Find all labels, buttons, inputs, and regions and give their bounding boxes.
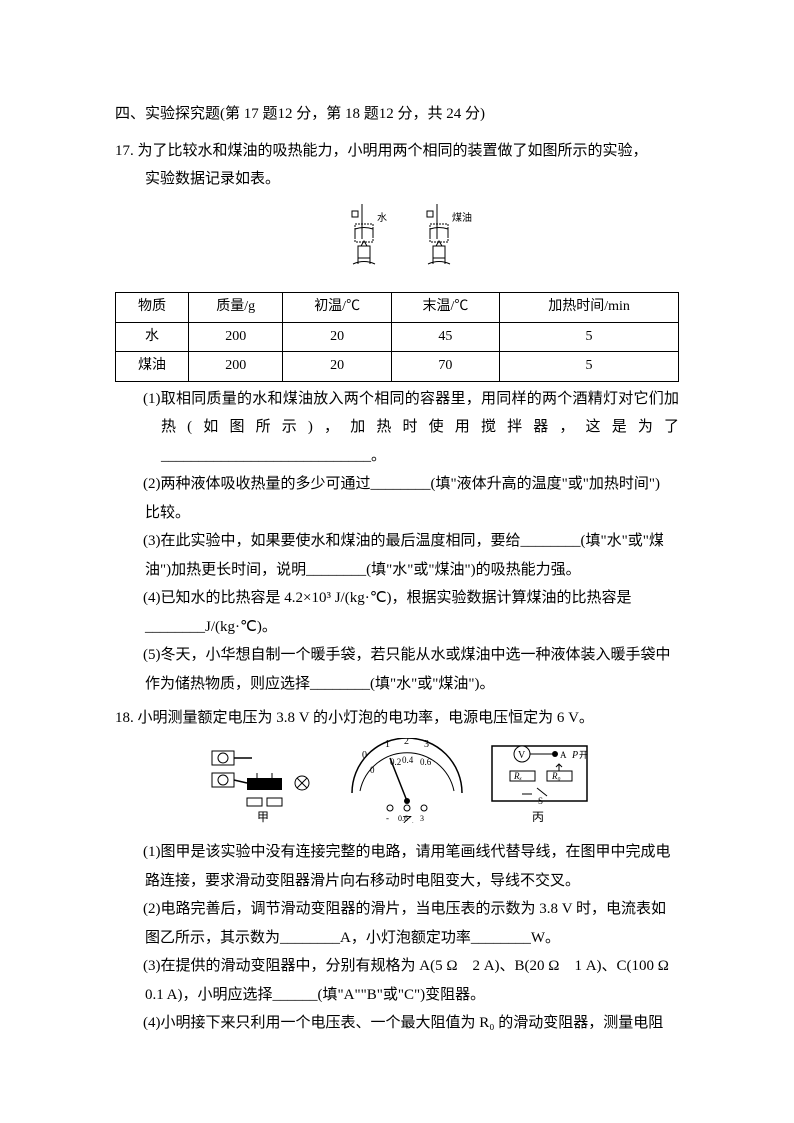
table-cell: 5 (500, 322, 679, 352)
q17-sub1: (1)取相同质量的水和煤油放入两个相同的容器里，用同样的两个酒精灯对它们加热(如… (133, 385, 679, 471)
table-cell: 5 (500, 352, 679, 382)
svg-text:S: S (538, 796, 543, 806)
table-cell: 200 (189, 352, 283, 382)
svg-text:丙: 丙 (532, 810, 544, 823)
table-cell: 200 (189, 322, 283, 352)
table-header-row: 物质 质量/g 初温/℃ 末温/℃ 加热时间/min (116, 293, 679, 323)
svg-text:0.6: 0.6 (420, 757, 432, 767)
question-18: 18. 小明测量额定电压为 3.8 V 的小灯泡的电功率，电源电压恒定为 6 V… (115, 704, 679, 1038)
q17-sub5b: 作为储热物质，则应选择________(填"水"或"煤油")。 (115, 670, 679, 699)
q18-sub1b: 路连接，要求滑动变阻器滑片向右移动时电阻变大，导线不交叉。 (115, 867, 679, 896)
q18-sub3a: (3)在提供的滑动变阻器中，分别有规格为 A(5 Ω 2 A)、B(20 Ω 1… (133, 952, 679, 981)
table-cell: 20 (283, 322, 391, 352)
q17-apparatus-figure: 水 煤油 (115, 199, 679, 288)
table-cell: 45 (391, 322, 499, 352)
q17-sub3a: (3)在此实验中，如果要使水和煤油的最后温度相同，要给________(填"水"… (133, 527, 679, 556)
svg-text:煤油: 煤油 (452, 211, 472, 224)
table-header: 加热时间/min (500, 293, 679, 323)
svg-text:乙: 乙 (402, 814, 414, 823)
svg-text:R₀: R₀ (551, 771, 561, 781)
table-cell: 煤油 (116, 352, 189, 382)
svg-text:开: 开 (579, 750, 588, 760)
q17-sub4a: (4)已知水的比热容是 4.2×10³ J/(kg·℃)，根据实验数据计算煤油的… (133, 584, 679, 613)
table-row: 水 200 20 45 5 (116, 322, 679, 352)
q17-intro2: 实验数据记录如表。 (115, 165, 679, 194)
q17-intro: 17. 为了比较水和煤油的吸热能力，小明用两个相同的装置做了如图所示的实验， (115, 137, 679, 166)
q18-sub4: (4)小明接下来只利用一个电压表、一个最大阻值为 R₀ 的滑动变阻器，测量电阻 (133, 1009, 679, 1038)
svg-text:甲: 甲 (257, 810, 269, 823)
svg-text:2: 2 (404, 738, 409, 747)
svg-text:3: 3 (420, 814, 424, 823)
q18-sub1a: (1)图甲是该实验中没有连接完整的电路，请用笔画线代替导线，在图甲中完成电 (133, 838, 679, 867)
circuit-diagram: 甲 0 1 2 3 0 0.2 0.4 0.6 - 0.6 3 (197, 738, 597, 823)
q18-sub3b: 0.1 A)，小明应选择______(填"A""B"或"C")变阻器。 (115, 981, 679, 1010)
q17-sub2b: 比较。 (115, 499, 679, 528)
table-header: 物质 (116, 293, 189, 323)
q18-circuit-figure: 甲 0 1 2 3 0 0.2 0.4 0.6 - 0.6 3 (115, 738, 679, 834)
table-cell: 70 (391, 352, 499, 382)
svg-text:3: 3 (424, 739, 429, 750)
q17-sub2a: (2)两种液体吸收热量的多少可通过________(填"液体升高的温度"或"加热… (133, 470, 679, 499)
svg-text:A: A (560, 750, 567, 760)
section-title: 四、实验探究题(第 17 题12 分，第 18 题12 分，共 24 分) (115, 100, 679, 129)
svg-text:1: 1 (385, 739, 390, 750)
q18-sub2b: 图乙所示，其示数为________A，小灯泡额定功率________W。 (115, 924, 679, 953)
svg-text:水: 水 (377, 212, 387, 224)
q17-sub4b: ________J/(kg·℃)。 (115, 613, 679, 642)
table-header: 初温/℃ (283, 293, 391, 323)
svg-text:Rₓ: Rₓ (513, 771, 522, 781)
table-row: 煤油 200 20 70 5 (116, 352, 679, 382)
svg-text:0.4: 0.4 (402, 755, 414, 765)
q17-sub5a: (5)冬天，小华想自制一个暖手袋，若只能从水或煤油中选一种液体装入暖手袋中 (133, 641, 679, 670)
svg-text:0: 0 (362, 750, 367, 761)
question-17: 17. 为了比较水和煤油的吸热能力，小明用两个相同的装置做了如图所示的实验， 实… (115, 137, 679, 699)
table-header: 质量/g (189, 293, 283, 323)
table-cell: 水 (116, 322, 189, 352)
svg-text:0: 0 (370, 765, 375, 775)
q17-data-table: 物质 质量/g 初温/℃ 末温/℃ 加热时间/min 水 200 20 45 5… (115, 292, 679, 382)
table-cell: 20 (283, 352, 391, 382)
q17-sub3b: 油")加热更长时间，说明________(填"水"或"煤油")的吸热能力强。 (115, 556, 679, 585)
q18-intro: 18. 小明测量额定电压为 3.8 V 的小灯泡的电功率，电源电压恒定为 6 V… (115, 704, 679, 733)
table-header: 末温/℃ (391, 293, 499, 323)
apparatus-diagram: 水 煤油 (307, 199, 487, 277)
svg-text:-: - (386, 813, 389, 823)
q18-sub2a: (2)电路完善后，调节滑动变阻器的滑片，当电压表的示数为 3.8 V 时，电流表… (133, 895, 679, 924)
svg-text:V: V (518, 750, 526, 761)
svg-text:P: P (571, 750, 578, 761)
